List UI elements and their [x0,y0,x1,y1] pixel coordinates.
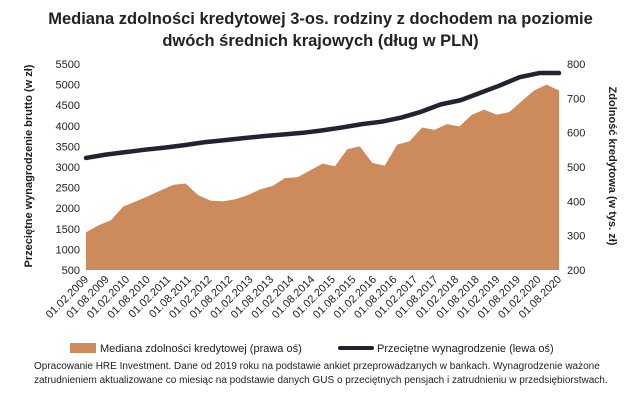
y-tick-label-left: 4500 [56,100,80,112]
y-tick-label-left: 1500 [56,224,80,236]
y-axis-label-left: Przeciętne wynagrodzenie brutto (w zł) [23,64,35,267]
series-area-credit [86,84,559,270]
chart-title-line1: Mediana zdolności kredytowej 3-os. rodzi… [48,10,593,28]
y-tick-label-left: 1000 [56,244,80,256]
legend-label-area: Mediana zdolności kredytowej (prawa oś) [100,343,302,355]
y-tick-label-right: 400 [567,196,585,208]
y-tick-label-right: 200 [567,265,585,277]
y-tick-label-left: 3500 [56,141,80,153]
left-axis-ticks: 500 1000 1500 2000 2500 3000 3500 4000 4500 5000 5… [56,59,80,277]
y-tick-label-left: 5000 [56,80,80,92]
y-axis-label-right: Zdolność kredytowa (w tys. zł) [606,87,618,246]
y-tick-label-right: 600 [567,128,585,140]
y-tick-label-left: 3000 [56,162,80,174]
legend-label-line: Przeciętne wynagrodzenie (lewa oś) [377,343,554,355]
chart-title-line2: dwóch średnich krajowych (dług w PLN) [162,32,479,50]
line-layer [83,70,562,161]
source-note: Opracowanie HRE Investment. Dane od 2019… [34,361,608,386]
y-tick-label-right: 300 [567,231,585,243]
chart-title: Mediana zdolności kredytowej 3-os. rodzi… [0,8,641,52]
series-line-wage [83,70,562,161]
y-tick-label-left: 2500 [56,183,80,195]
y-tick-label-right: 700 [567,93,585,105]
y-tick-label-left: 2000 [56,203,80,215]
y-tick-label-left: 5500 [56,59,80,71]
y-tick-label-left: 500 [62,265,80,277]
y-tick-label-right: 800 [567,59,585,71]
legend: Mediana zdolności kredytowej (prawa oś) … [70,343,554,355]
x-axis-ticks: 01.02.200901.08.200901.02.201001.08.2010… [44,274,564,321]
legend-swatch-area [70,343,96,353]
area-layer [86,84,559,270]
y-tick-label-left: 4000 [56,121,80,133]
right-axis-ticks: 200 300 400 500 600 700 800 [567,59,585,277]
y-tick-label-right: 500 [567,162,585,174]
